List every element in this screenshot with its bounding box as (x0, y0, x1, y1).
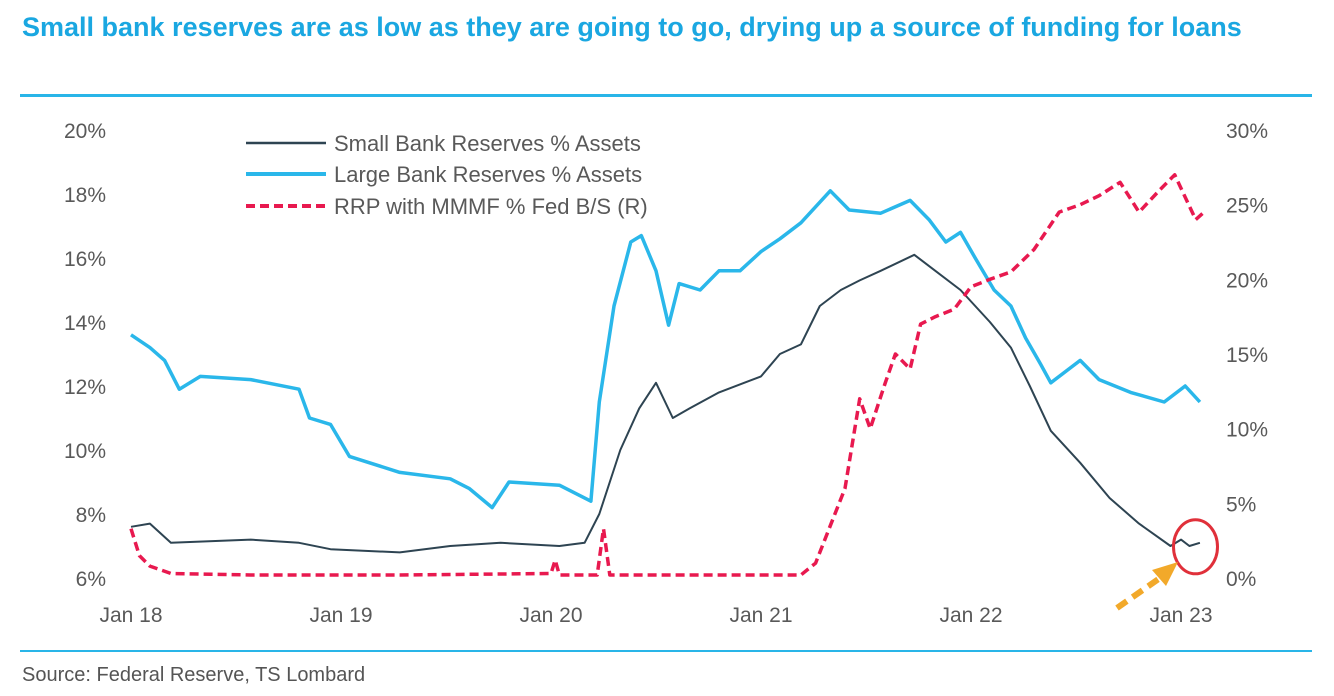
annotation-arrow-head (1152, 562, 1178, 586)
x-tick-label: Jan 23 (1149, 604, 1212, 627)
legend-label-small: Small Bank Reserves % Assets (334, 131, 641, 156)
left-axis: 6% 8% 10% 12% 14% 16% 18% 20% (64, 120, 106, 591)
y-tick-label: 12% (64, 376, 106, 399)
x-tick-label: Jan 21 (729, 604, 792, 627)
y2-tick-label: 10% (1226, 419, 1268, 442)
y2-tick-label: 30% (1226, 120, 1268, 143)
footer-divider (20, 650, 1312, 652)
y-tick-label: 18% (64, 184, 106, 207)
annotation-arrow-shaft (1115, 575, 1162, 611)
y2-tick-label: 25% (1226, 195, 1268, 218)
series-lines (129, 173, 1206, 577)
right-axis: 0% 5% 10% 15% 20% 25% 30% (1226, 120, 1268, 591)
page-title: Small bank reserves are as low as they a… (22, 12, 1242, 42)
series-line-small (130, 253, 1201, 554)
x-tick-label: Jan 19 (309, 604, 372, 627)
y2-tick-label: 5% (1226, 493, 1256, 516)
y2-tick-label: 15% (1226, 344, 1268, 367)
legend: Small Bank Reserves % Assets Large Bank … (246, 131, 648, 219)
legend-label-rrp: RRP with MMMF % Fed B/S (R) (334, 194, 648, 219)
title-divider (20, 94, 1312, 97)
y-tick-label: 20% (64, 120, 106, 143)
y2-tick-label: 20% (1226, 269, 1268, 292)
series-line-large (130, 189, 1202, 510)
y2-tick-label: 0% (1226, 568, 1256, 591)
y-tick-label: 14% (64, 312, 106, 335)
annotations (1115, 518, 1219, 611)
x-tick-label: Jan 20 (519, 604, 582, 627)
x-axis: Jan 18 Jan 19 Jan 20 Jan 21 Jan 22 Jan 23 (99, 604, 1212, 627)
y-tick-label: 8% (76, 504, 106, 527)
legend-label-large: Large Bank Reserves % Assets (334, 162, 642, 187)
series-line-rrp (129, 173, 1206, 577)
y-tick-label: 10% (64, 440, 106, 463)
y-tick-label: 6% (76, 568, 106, 591)
y-tick-label: 16% (64, 248, 106, 271)
x-tick-label: Jan 18 (99, 604, 162, 627)
source-note: Source: Federal Reserve, TS Lombard (22, 664, 366, 686)
highlight-circle (1172, 518, 1219, 576)
x-tick-label: Jan 22 (939, 604, 1002, 627)
